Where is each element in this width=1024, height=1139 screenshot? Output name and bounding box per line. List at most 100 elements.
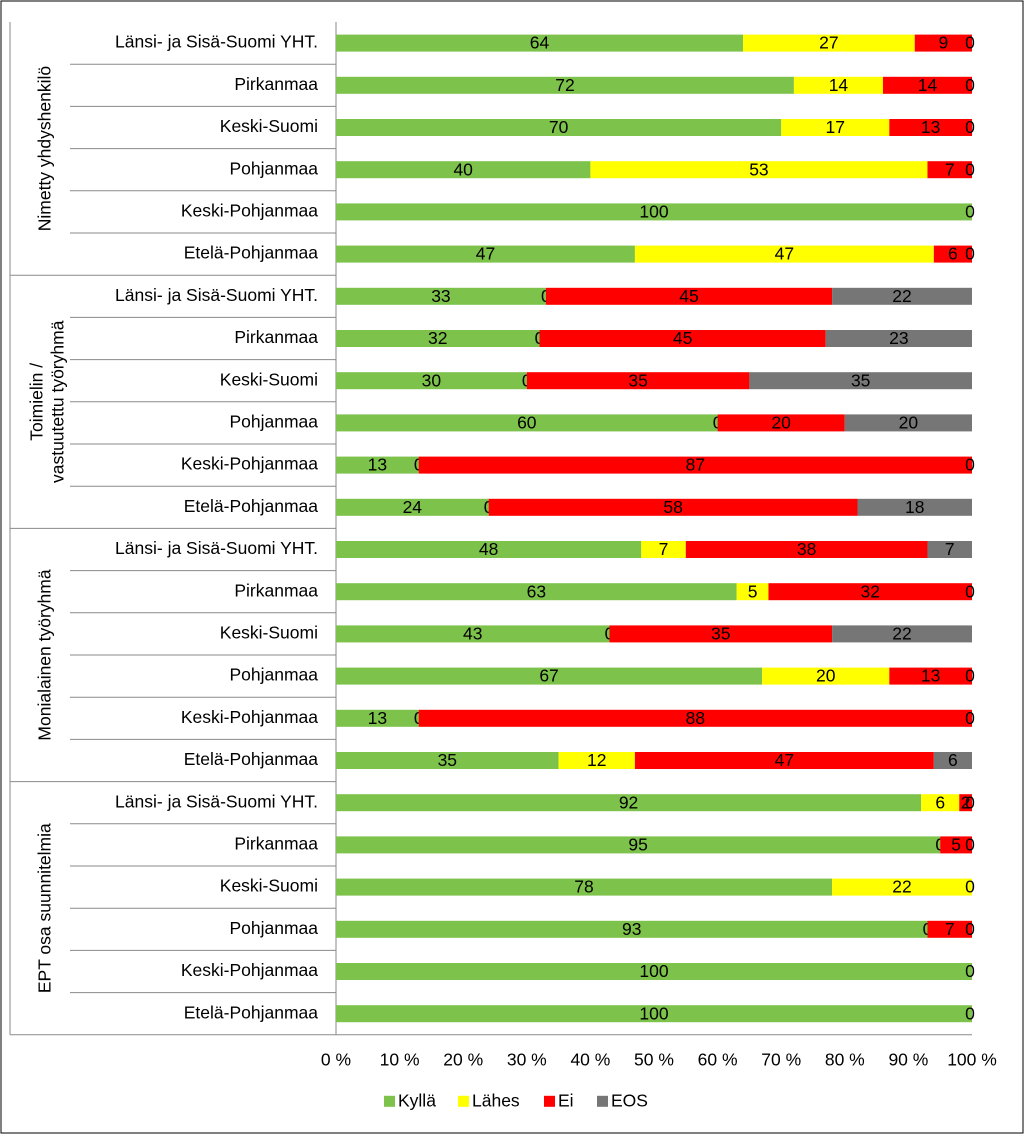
bar-segment-kyllä: [336, 752, 559, 769]
legend-label: Lähes: [472, 1090, 520, 1110]
category-label: Pohjanmaa: [229, 412, 318, 432]
bar-segment-kyllä: [336, 625, 610, 643]
bar-segment-eos: [857, 498, 972, 516]
legend-swatch: [544, 1095, 555, 1107]
x-tick-label: 80 %: [825, 1049, 865, 1069]
group-label: EPT osa suunnitelmia: [35, 823, 55, 993]
bar-segment-lähes: [558, 752, 635, 769]
legend-swatch: [384, 1095, 395, 1107]
bar-segment-lähes: [921, 794, 960, 812]
x-tick-label: 50 %: [634, 1049, 674, 1069]
data-label: 0: [965, 792, 975, 812]
data-label: 45: [679, 286, 698, 306]
data-label: 18: [905, 497, 924, 517]
category-label: Etelä-Pohjanmaa: [184, 749, 319, 769]
bar-segment-ei: [889, 119, 972, 136]
category-label: Keski-Suomi: [220, 623, 318, 643]
bar-segment-kyllä: [336, 414, 718, 432]
data-label: 22: [892, 624, 911, 644]
data-label: 9: [939, 33, 949, 53]
bar-segment-kyllä: [336, 541, 642, 558]
data-label: 35: [851, 370, 870, 390]
data-label: 0: [965, 581, 975, 601]
data-label: 92: [619, 792, 638, 812]
data-label: 0: [965, 1003, 975, 1023]
bar-segment-kyllä: [336, 76, 794, 94]
data-label: 5: [951, 835, 961, 855]
bar-segment-kyllä: [336, 456, 419, 474]
data-label: 100: [639, 202, 668, 222]
data-label: 0: [965, 835, 975, 855]
bar-segment-lähes: [641, 541, 686, 558]
data-label: 22: [892, 877, 911, 897]
bar-segment-eos: [749, 372, 972, 390]
bar-segment-lähes: [781, 119, 890, 136]
category-label: Keski-Pohjanmaa: [181, 707, 318, 727]
x-tick-label: 60 %: [698, 1049, 738, 1069]
bar-segment-ei: [526, 372, 750, 390]
x-tick-label: 70 %: [761, 1049, 801, 1069]
bar-segment-lähes: [793, 76, 883, 94]
bar-segment-ei: [882, 76, 972, 94]
legend-label: Kyllä: [398, 1090, 436, 1110]
data-label: 35: [438, 750, 457, 770]
data-label: 47: [775, 750, 794, 770]
data-label: 64: [530, 33, 550, 53]
data-label: 27: [819, 33, 838, 53]
data-label: 0: [965, 202, 975, 222]
category-label: Keski-Suomi: [220, 876, 318, 896]
bar-segment-ei: [488, 498, 858, 516]
bar-segment-ei: [889, 667, 972, 685]
data-label: 53: [749, 159, 768, 179]
bar-segment-lähes: [634, 245, 934, 263]
data-label: 33: [431, 286, 450, 306]
data-label: 14: [829, 75, 849, 95]
x-tick-label: 30 %: [507, 1049, 547, 1069]
bar-segment-kyllä: [336, 836, 941, 854]
data-label: 0: [965, 75, 975, 95]
bar-segment-ei: [717, 414, 845, 432]
data-label: 14: [918, 75, 938, 95]
legend-label: Ei: [558, 1090, 574, 1110]
data-label: 22: [892, 286, 911, 306]
data-label: 40: [453, 159, 473, 179]
data-label: 7: [945, 919, 955, 939]
category-label: Länsi- ja Sisä-Suomi YHT.: [115, 538, 318, 558]
bar-segment-kyllä: [336, 372, 527, 390]
x-tick-label: 20 %: [443, 1049, 483, 1069]
category-label: Länsi- ja Sisä-Suomi YHT.: [115, 32, 318, 52]
data-label: 24: [403, 497, 423, 517]
x-tick-label: 10 %: [380, 1049, 420, 1069]
data-label: 0: [965, 244, 975, 264]
bar-segment-kyllä: [336, 709, 419, 727]
x-tick-label: 0 %: [321, 1049, 351, 1069]
bar-segment-ei: [959, 794, 972, 812]
data-label: 87: [686, 455, 705, 475]
bar-segment-eos: [832, 625, 972, 643]
bar-segment-ei: [609, 625, 833, 643]
group-label: Monialainen työryhmä: [35, 569, 55, 740]
category-label: Länsi- ja Sisä-Suomi YHT.: [115, 285, 318, 305]
data-label: 12: [587, 750, 606, 770]
bar-segment-ei: [545, 287, 833, 305]
data-label: 5: [748, 581, 758, 601]
data-label: 20: [816, 666, 836, 686]
data-label: 95: [628, 835, 647, 855]
group-label-line: Toimielin /: [27, 363, 47, 441]
data-label: 13: [368, 455, 387, 475]
x-tick-label: 90 %: [888, 1049, 928, 1069]
bar-segment-eos: [844, 414, 972, 432]
data-label: 47: [476, 244, 495, 264]
bar-segment-kyllä: [336, 287, 546, 305]
group-label-line: vastuutettu työryhmä: [48, 320, 68, 483]
data-label: 67: [539, 666, 558, 686]
data-label: 0: [965, 708, 975, 728]
bar-segment-kyllä: [336, 161, 591, 179]
group-label: Toimielin /vastuutettu työryhmä: [27, 320, 68, 483]
bar-segment-eos: [927, 541, 972, 558]
data-label: 0: [965, 877, 975, 897]
bar-segment-ei: [685, 541, 928, 558]
bar-segment-ei: [418, 456, 972, 474]
category-label: Keski-Suomi: [220, 116, 318, 136]
